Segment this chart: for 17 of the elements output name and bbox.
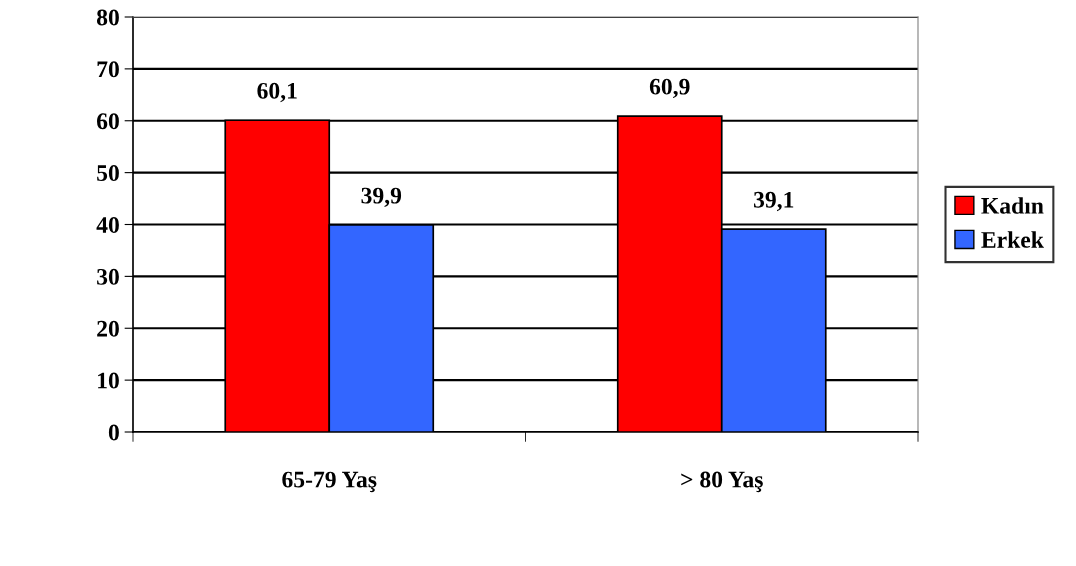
x-tick-label: 65-79 Yaş: [282, 471, 377, 493]
data-label: 60,1: [257, 82, 297, 103]
y-tick-label: 70: [97, 61, 119, 78]
data-label: 60,9: [649, 78, 690, 99]
y-tick-label: 10: [98, 372, 119, 389]
legend-label: Kadın: [981, 197, 1044, 214]
y-tick-label: 0: [108, 424, 119, 441]
y-tick-label: 40: [96, 216, 119, 233]
data-label: 39,9: [361, 187, 402, 207]
y-tick-label: 30: [97, 268, 119, 285]
y-tick-label: 20: [97, 320, 119, 337]
data-label: 39,1: [753, 191, 794, 212]
y-tick-label: 50: [97, 165, 119, 182]
x-tick-label: > 80 Yaş: [681, 471, 763, 493]
y-tick-label: 60: [97, 113, 119, 130]
y-tick-label: 80: [96, 9, 119, 26]
legend-label: Erkek: [981, 231, 1044, 248]
